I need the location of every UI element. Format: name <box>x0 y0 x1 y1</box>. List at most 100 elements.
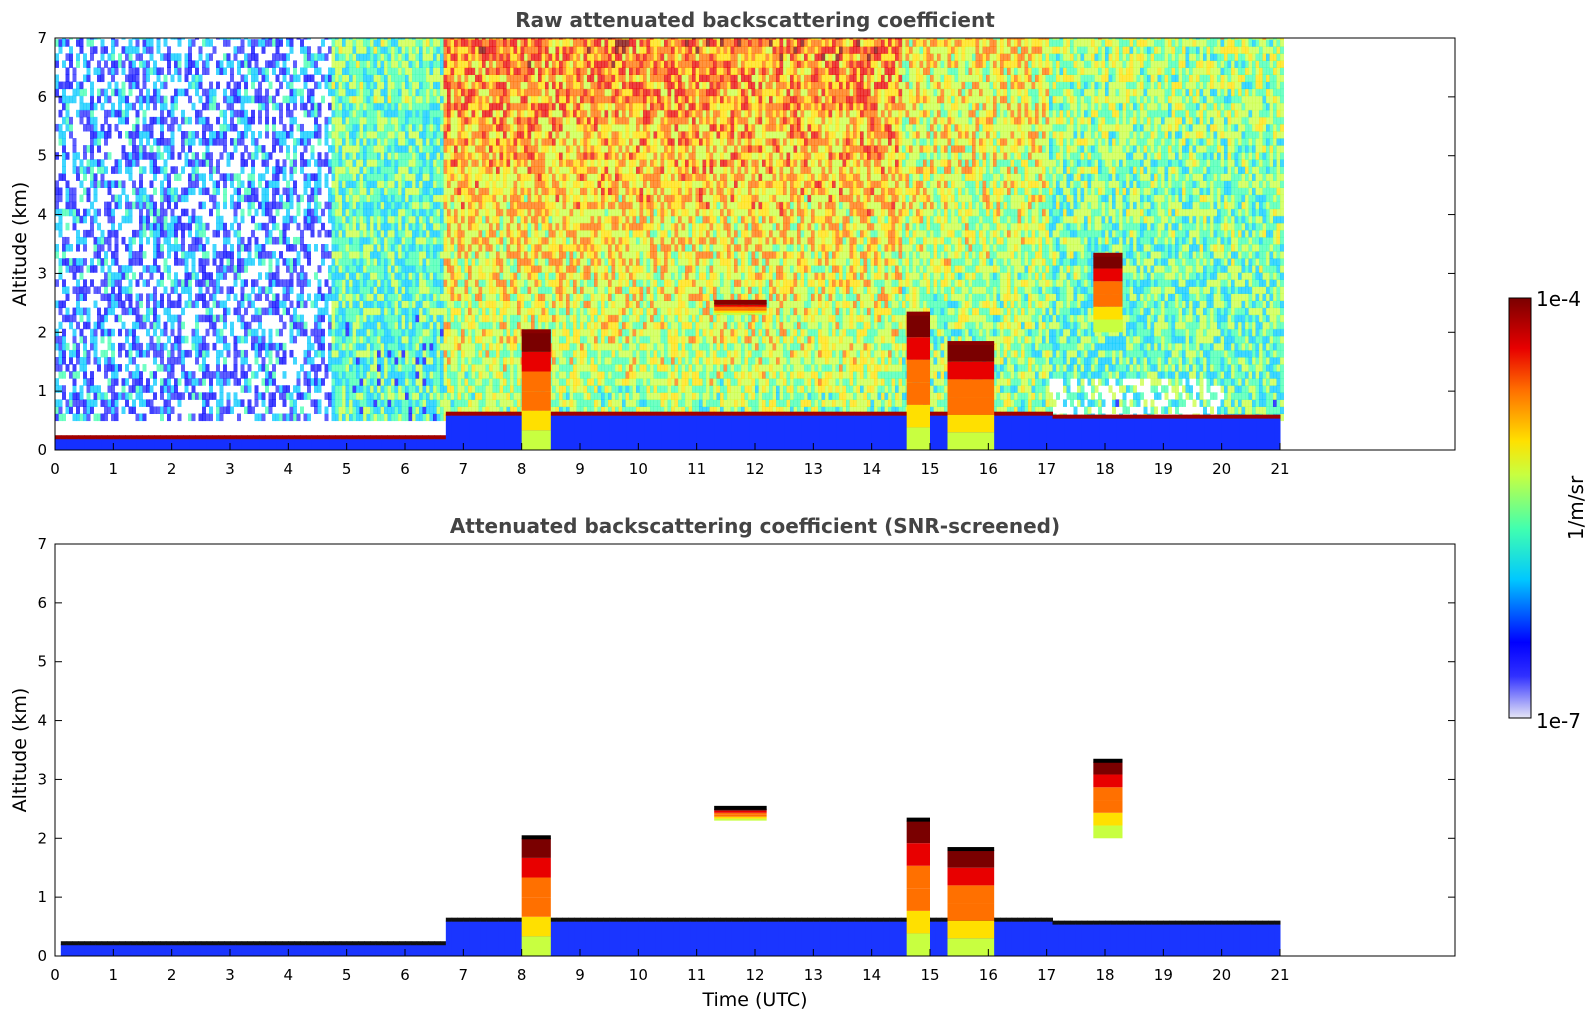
heatmap-cell <box>436 88 441 97</box>
heatmap-cell <box>433 265 437 273</box>
heatmap-cell <box>261 208 266 217</box>
heatmap-cell <box>457 244 462 252</box>
heatmap-cell <box>429 251 434 259</box>
heatmap-cell <box>338 208 343 217</box>
heatmap-cell <box>338 222 343 231</box>
heatmap-cell <box>387 371 392 379</box>
heatmap-cell <box>443 130 448 139</box>
heatmap-cell <box>237 173 241 181</box>
heatmap-cell <box>104 293 108 302</box>
heatmap-cell <box>240 116 245 125</box>
heatmap-cell <box>457 272 462 280</box>
heatmap-cell <box>426 349 430 358</box>
heatmap-cell <box>335 364 339 372</box>
heatmap-cell <box>83 279 87 287</box>
heatmap-cell <box>443 95 448 104</box>
heatmap-cell <box>79 166 84 174</box>
heatmap-cell <box>426 342 430 351</box>
heatmap-cell <box>349 109 353 118</box>
heatmap-cell <box>79 413 84 422</box>
heatmap-cell <box>195 357 199 365</box>
heatmap-cell <box>450 38 455 40</box>
heatmap-cell <box>69 399 73 407</box>
heatmap-cell <box>436 364 441 372</box>
heatmap-cell <box>272 293 276 302</box>
heatmap-cell <box>405 95 409 104</box>
heatmap-cell <box>363 53 367 61</box>
heatmap-cell <box>174 392 178 400</box>
heatmap-cell <box>321 328 325 337</box>
heatmap-cell <box>163 116 168 125</box>
heatmap-cell <box>160 392 164 400</box>
heatmap-cell <box>352 145 357 153</box>
heatmap-cell <box>163 102 168 111</box>
heatmap-cell <box>93 399 98 407</box>
heatmap-cell <box>419 38 423 40</box>
heatmap-cell <box>412 173 416 181</box>
heatmap-cell <box>454 46 458 54</box>
heatmap-cell <box>114 180 119 188</box>
heatmap-cell <box>377 357 381 365</box>
heatmap-cell <box>440 279 444 287</box>
heatmap-cell <box>324 300 329 309</box>
heatmap-cell <box>198 215 203 224</box>
heatmap-cell <box>128 53 133 61</box>
heatmap-cell <box>240 180 245 188</box>
heatmap-cell <box>366 265 371 273</box>
heatmap-cell <box>104 392 108 400</box>
heatmap-cell <box>328 159 332 167</box>
heatmap-cell <box>436 371 441 379</box>
heatmap-cell <box>405 88 409 97</box>
heatmap-cell <box>447 307 451 316</box>
heatmap-cell <box>226 307 231 316</box>
heatmap-cell <box>426 109 430 118</box>
heatmap-cell <box>191 152 196 160</box>
heatmap-cell <box>114 293 119 302</box>
heatmap-cell <box>422 81 427 90</box>
heatmap-cell <box>293 258 297 266</box>
heatmap-cell <box>184 279 189 287</box>
heatmap-cell <box>286 385 290 393</box>
heatmap-cell <box>363 378 367 386</box>
heatmap-cell <box>454 272 458 280</box>
heatmap-cell <box>244 371 248 379</box>
heatmap-cell <box>181 116 185 125</box>
heatmap-cell <box>447 46 451 54</box>
heatmap-cell <box>391 307 395 316</box>
heatmap-cell <box>156 321 161 330</box>
heatmap-cell <box>363 364 367 372</box>
heatmap-cell <box>468 399 472 407</box>
heatmap-cell <box>356 251 360 259</box>
heatmap-cell <box>79 307 84 316</box>
heatmap-cell <box>457 81 462 90</box>
heatmap-cell <box>83 364 87 372</box>
heatmap-cell <box>139 95 143 104</box>
heatmap-cell <box>303 328 308 337</box>
heatmap-cell <box>205 279 210 287</box>
heatmap-cell <box>167 194 171 203</box>
heatmap-cell <box>401 95 406 104</box>
heatmap-cell <box>79 95 84 104</box>
heatmap-cell <box>338 258 343 266</box>
heatmap-cell <box>475 392 479 400</box>
heatmap-cell <box>202 222 206 231</box>
heatmap-cell <box>132 272 136 280</box>
heatmap-cell <box>405 357 409 365</box>
heatmap-cell <box>244 145 248 153</box>
heatmap-cell <box>370 413 374 422</box>
heatmap-cell <box>436 145 441 153</box>
heatmap-cell <box>233 88 238 97</box>
heatmap-cell <box>104 307 108 316</box>
heatmap-cell <box>258 39 262 47</box>
heatmap-cell <box>475 53 479 61</box>
heatmap-cell <box>478 349 483 358</box>
heatmap-cell <box>233 95 238 104</box>
heatmap-cell <box>475 67 479 75</box>
heatmap-cell <box>335 215 339 224</box>
heatmap-cell <box>293 159 297 167</box>
heatmap-cell <box>156 67 161 75</box>
heatmap-cell <box>426 123 430 132</box>
heatmap-cell <box>156 138 161 146</box>
heatmap-cell <box>370 378 374 386</box>
heatmap-cell <box>394 123 399 132</box>
